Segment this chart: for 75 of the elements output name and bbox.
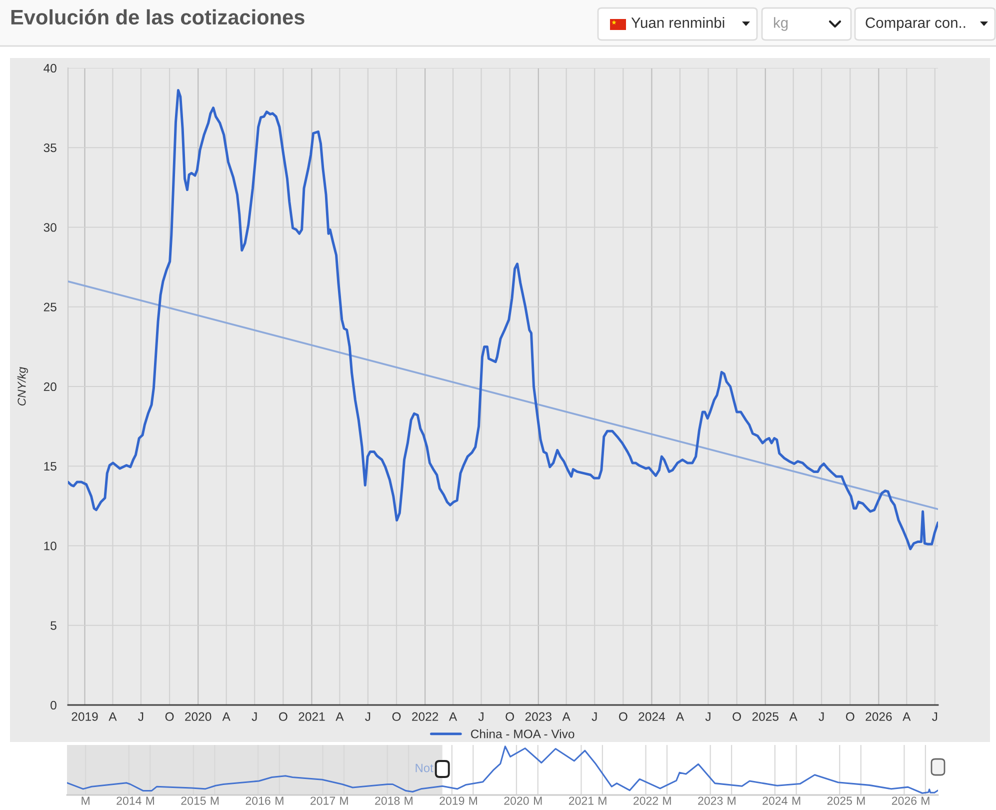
x-tick-label: M [276, 796, 284, 805]
y-tick-label: 10 [44, 542, 56, 550]
x-tick-label: J [252, 712, 257, 721]
annotation: Not [416, 764, 434, 772]
text: kg [774, 17, 788, 31]
y-tick-label: 25 [44, 302, 56, 312]
x-tick-label: 2017 [310, 796, 336, 805]
y-tick-label: 0 [50, 700, 56, 710]
y-tick-label: 20 [44, 382, 56, 392]
text: Yuan renminbi [631, 17, 724, 28]
x-tick-label: 2015 [181, 796, 206, 805]
x-tick-label: 2022 [412, 712, 438, 721]
x-tick-label: 2020 [504, 796, 529, 805]
x-tick-label: O [732, 712, 741, 721]
x-tick-label: 2026 [892, 796, 917, 805]
x-tick-label: O [278, 712, 288, 721]
x-tick-label: 2023 [698, 796, 723, 805]
x-tick-label: J [365, 712, 370, 721]
x-tick-label: O [846, 712, 854, 721]
x-tick-label: M [857, 796, 865, 805]
x-tick-label: 2025 [752, 712, 778, 721]
x-tick-label: 2014 [116, 796, 142, 805]
x-tick-label: J [138, 712, 144, 721]
x-tick-label: J [705, 712, 710, 721]
x-tick-label: J [478, 712, 484, 721]
y-tick-label: 15 [44, 462, 56, 471]
x-tick-label: M [469, 796, 477, 805]
x-tick-label: 2024 [638, 712, 665, 721]
x-tick-label: O [165, 712, 174, 721]
x-tick-label: A [336, 712, 344, 721]
x-tick-label: M [598, 796, 606, 805]
x-tick-label: O [392, 712, 401, 721]
legend-label: China - MOA - Vivo [470, 729, 574, 738]
x-tick-label: M [922, 796, 930, 805]
y-tick-label: 5 [50, 621, 56, 630]
x-tick-label: M [82, 796, 90, 805]
x-tick-label: A [789, 712, 798, 721]
x-tick-label: O [618, 712, 628, 721]
x-tick-label: A [676, 712, 684, 721]
x-tick-label: 2021 [568, 796, 594, 805]
x-tick-label: M [146, 796, 154, 805]
x-tick-label: M [792, 796, 800, 805]
x-tick-label: M [534, 796, 542, 805]
y-tick-label: 35 [44, 144, 56, 152]
x-tick-label: 2022 [634, 796, 658, 805]
x-tick-label: M [663, 796, 671, 805]
x-tick-label: 2019 [440, 796, 464, 805]
x-tick-label: J [592, 712, 597, 721]
x-tick-label: 2024 [762, 796, 788, 805]
x-tick-label: 2021 [298, 712, 325, 721]
x-tick-label: 2018 [375, 796, 400, 805]
x-tick-label: 2016 [246, 796, 270, 805]
x-tick-label: A [448, 712, 458, 721]
x-tick-label: M [210, 796, 219, 805]
y-axis-title: CNY/kg [17, 366, 28, 406]
x-tick-label: 2020 [185, 712, 212, 721]
x-tick-label: A [108, 712, 117, 721]
y-tick-label: 40 [44, 64, 56, 73]
x-tick-label: 2025 [827, 796, 852, 805]
x-tick-label: 2026 [866, 712, 892, 721]
line-series [68, 89, 938, 550]
x-tick-label: O [506, 712, 514, 721]
x-tick-label: 2023 [525, 712, 552, 721]
x-tick-label: J [932, 712, 938, 721]
text: Comparar con.. [866, 18, 966, 31]
x-tick-label: A [562, 712, 570, 721]
x-tick-label: M [404, 796, 412, 805]
x-tick-label: M [728, 796, 736, 805]
x-tick-label: A [902, 712, 911, 721]
x-tick-label: J [818, 712, 824, 721]
x-tick-label: A [222, 712, 230, 721]
chart-title: Evolución de las cotizaciones [11, 9, 304, 25]
y-tick-label: 30 [44, 223, 56, 232]
x-tick-label: 2019 [72, 712, 98, 721]
x-tick-label: M [340, 796, 348, 805]
